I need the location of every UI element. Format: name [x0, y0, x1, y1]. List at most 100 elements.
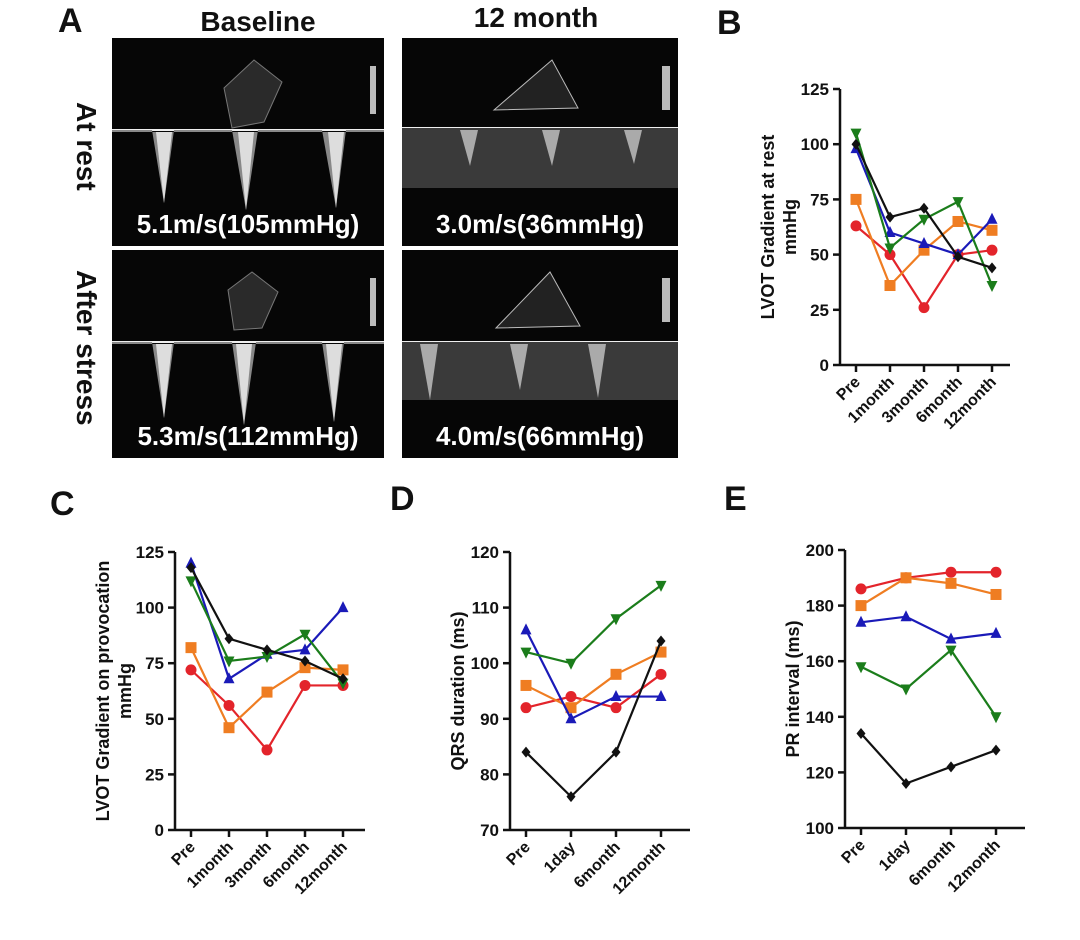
data-point	[851, 138, 861, 150]
data-point	[855, 583, 867, 595]
y-tick-label: 100	[801, 135, 829, 154]
data-point	[884, 249, 896, 261]
data-point	[990, 626, 1002, 638]
echo-row-label-after-stress: After stress	[71, 270, 102, 426]
y-tick-label: 180	[806, 597, 834, 616]
y-axis-label: LVOT Gradient on provocation mmHg	[93, 561, 135, 822]
data-point	[565, 712, 577, 724]
data-point	[900, 684, 912, 696]
data-point	[884, 226, 896, 238]
y-tick-label: 125	[136, 543, 164, 562]
y-tick-label: 25	[810, 301, 829, 320]
y-axis-label: QRS duration (ms)	[448, 611, 468, 770]
y-tick-label: 50	[810, 246, 829, 265]
data-point	[186, 562, 196, 574]
series-line	[860, 576, 997, 607]
series-line	[525, 640, 663, 799]
data-point	[299, 643, 311, 655]
panel-letter-d: D	[390, 480, 415, 518]
echo-col-title-12month: 12 month	[473, 2, 599, 33]
x-tick-label: Pre	[504, 839, 534, 869]
data-point	[918, 214, 930, 226]
data-point	[656, 635, 666, 647]
panel-letter-b: B	[717, 4, 742, 42]
y-tick-label: 200	[806, 541, 834, 560]
y-tick-label: 70	[480, 821, 499, 840]
data-point	[986, 281, 998, 293]
data-point	[610, 702, 622, 714]
y-tick-label: 80	[480, 765, 499, 784]
data-point	[918, 302, 930, 314]
data-point	[900, 610, 912, 622]
data-point	[520, 702, 532, 714]
data-point	[655, 580, 667, 592]
data-point	[918, 244, 930, 256]
data-point	[919, 202, 929, 214]
data-point	[520, 623, 532, 635]
echo-measurement: 5.1m/s(105mmHg)	[136, 209, 360, 239]
data-point	[655, 646, 667, 658]
data-point	[223, 722, 235, 734]
y-tick-label: 0	[820, 356, 829, 375]
data-point	[565, 702, 577, 714]
data-point	[299, 662, 311, 674]
data-point	[610, 690, 622, 702]
data-point	[655, 690, 667, 702]
data-point	[856, 727, 866, 739]
data-point	[261, 652, 273, 664]
series-line	[860, 732, 997, 785]
series-line	[860, 615, 997, 641]
chart-b-lvot-rest: 0255075100125Pre1month3month6month12mont…	[758, 80, 1010, 433]
y-tick-label: 100	[806, 819, 834, 838]
y-axis-label-line: PR interval (ms)	[783, 620, 803, 757]
doppler-trace	[402, 271, 678, 400]
y-tick-label: 160	[806, 652, 834, 671]
data-point	[520, 679, 532, 691]
data-point	[945, 577, 957, 589]
data-point	[991, 744, 1001, 756]
data-point	[855, 615, 867, 627]
data-point	[224, 633, 234, 645]
y-axis-label-line: LVOT Gradient at rest	[758, 135, 778, 320]
series-line	[525, 651, 662, 709]
data-point	[611, 746, 621, 758]
panel-letter-e: E	[724, 480, 747, 518]
y-axis-label: LVOT Gradient at rest mmHg	[758, 135, 800, 320]
echo-col-title-baseline: Baseline	[200, 6, 316, 37]
data-point	[900, 572, 912, 584]
data-point	[945, 566, 957, 578]
y-tick-label: 75	[145, 654, 164, 673]
data-point	[986, 212, 998, 224]
data-point	[300, 655, 310, 667]
data-point	[565, 691, 577, 703]
doppler-trace	[402, 59, 678, 188]
data-point	[520, 647, 532, 659]
data-point	[337, 601, 349, 613]
data-point	[990, 588, 1002, 600]
y-axis-label-line: mmHg	[115, 663, 135, 719]
y-axis-label-line: LVOT Gradient on provocation	[93, 561, 113, 822]
data-point	[185, 664, 197, 676]
data-point	[566, 791, 576, 803]
data-point	[901, 778, 911, 790]
data-point	[655, 668, 667, 680]
y-tick-label: 0	[155, 821, 164, 840]
data-point	[952, 215, 964, 227]
data-point	[262, 644, 272, 656]
data-point	[299, 629, 311, 641]
y-tick-label: 100	[136, 599, 164, 618]
series-line	[190, 669, 343, 752]
y-tick-label: 125	[801, 80, 829, 99]
x-tick-label: Pre	[839, 837, 869, 867]
data-point	[185, 576, 197, 588]
x-tick-label: Pre	[169, 839, 199, 869]
y-tick-label: 110	[472, 599, 499, 618]
series-line	[860, 648, 997, 718]
data-point	[953, 251, 963, 263]
y-axis-label-line: QRS duration (ms)	[448, 611, 468, 770]
data-point	[945, 632, 957, 644]
echo-image-baseline-rest: 5.1m/s(105mmHg)	[112, 38, 384, 246]
data-point	[855, 662, 867, 674]
y-tick-label: 120	[471, 543, 499, 562]
